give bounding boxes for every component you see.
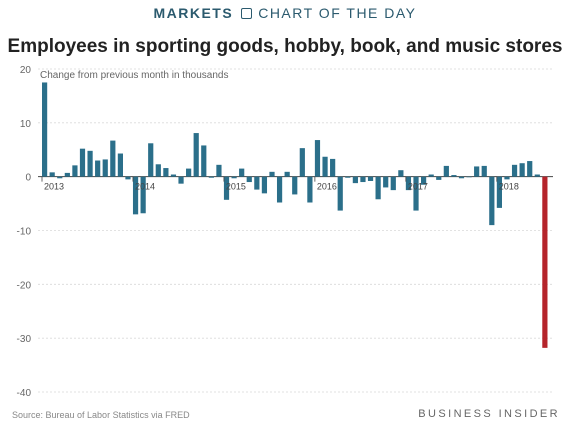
- bar: [155, 164, 161, 177]
- bar: [443, 165, 449, 177]
- bar: [231, 176, 237, 179]
- x-tick-label: 2017: [408, 182, 428, 192]
- bar: [148, 143, 154, 177]
- bar: [132, 176, 139, 215]
- y-tick-label: -10: [17, 227, 32, 238]
- bar: [307, 176, 313, 203]
- y-tick-label: -30: [17, 334, 32, 345]
- bar: [201, 145, 207, 177]
- bar: [49, 172, 55, 177]
- bar: [117, 153, 123, 177]
- bars: [42, 82, 548, 348]
- bar: [481, 165, 487, 177]
- bar: [367, 176, 374, 181]
- bar: [239, 168, 245, 177]
- chart-title: Employees in sporting goods, hobby, book…: [7, 36, 563, 57]
- y-tick-label: 20: [20, 65, 32, 76]
- x-axis-tick-labels: 2013 2014 2015 2016 2017 2018: [41, 176, 519, 192]
- source-note: Source: Bureau of Labor Statistics via F…: [12, 410, 190, 420]
- bar: [87, 150, 93, 177]
- bar: [79, 148, 86, 177]
- bar: [140, 176, 146, 214]
- bar: [413, 176, 419, 211]
- bar: [352, 176, 358, 184]
- chart-of-the-day-label: CHART OF THE DAY: [258, 5, 417, 21]
- bar: [421, 176, 427, 185]
- y-axis-label: Change from previous month in thousands: [40, 70, 228, 81]
- bar: [223, 176, 230, 200]
- bar: [383, 176, 389, 188]
- bar: [216, 164, 222, 177]
- bar: [299, 148, 305, 177]
- x-tick-label: 2013: [44, 182, 64, 192]
- bar: [458, 176, 465, 179]
- x-tick-label: 2015: [226, 182, 246, 192]
- bar: [519, 163, 525, 177]
- bar: [496, 176, 502, 208]
- bar: [542, 176, 548, 348]
- y-tick-label: -20: [17, 280, 32, 291]
- bar: [178, 176, 184, 184]
- bar: [405, 176, 412, 191]
- bar: [64, 172, 70, 177]
- bar: [504, 176, 510, 180]
- bar: [330, 158, 336, 177]
- bar: [390, 176, 396, 191]
- y-tick-label: 10: [20, 119, 32, 130]
- bar: [261, 176, 268, 194]
- bar: [95, 160, 101, 177]
- chart-of-the-day-header: MARKETS CHART OF THE DAY: [0, 5, 570, 27]
- bar: [72, 165, 78, 177]
- bar: [474, 166, 480, 177]
- bar: [337, 176, 343, 211]
- bar: [527, 161, 533, 177]
- bar: [170, 174, 177, 177]
- bar: [466, 176, 472, 178]
- gridlines: [38, 68, 553, 393]
- bar: [276, 176, 283, 203]
- bar: [110, 140, 116, 177]
- bar: [208, 176, 214, 178]
- bar: [292, 176, 298, 195]
- bar: [436, 176, 442, 180]
- bar: [163, 168, 169, 177]
- chart-frame-icon: [241, 8, 253, 19]
- bar: [102, 159, 108, 177]
- x-tick-label: 2016: [317, 182, 337, 192]
- bar: [322, 156, 328, 177]
- bar: [398, 170, 404, 177]
- bar: [284, 171, 290, 177]
- bar: [345, 176, 351, 178]
- bar: [375, 176, 381, 200]
- y-tick-label: -40: [17, 388, 32, 399]
- bar: [360, 176, 366, 183]
- bar: [57, 176, 63, 179]
- markets-label: MARKETS: [153, 5, 234, 21]
- bar: [186, 168, 192, 177]
- y-axis-tick-labels: 20 10 0 -10 -20 -30 -40: [17, 65, 32, 399]
- business-insider-logo: BUSINESS INSIDER: [418, 408, 560, 420]
- bar: [246, 176, 252, 183]
- bar: [193, 133, 199, 177]
- bar: [534, 174, 540, 177]
- bar: [42, 82, 48, 177]
- x-tick-label: 2018: [499, 182, 519, 192]
- bar: [428, 174, 434, 177]
- y-tick-label: 0: [25, 173, 31, 184]
- bar: [125, 176, 131, 180]
- bar: [314, 140, 321, 177]
- bar: [269, 171, 275, 177]
- bar: [511, 164, 518, 177]
- bar: [254, 176, 260, 190]
- bar: [451, 175, 457, 177]
- bar: [489, 176, 495, 226]
- x-tick-label: 2014: [135, 182, 155, 192]
